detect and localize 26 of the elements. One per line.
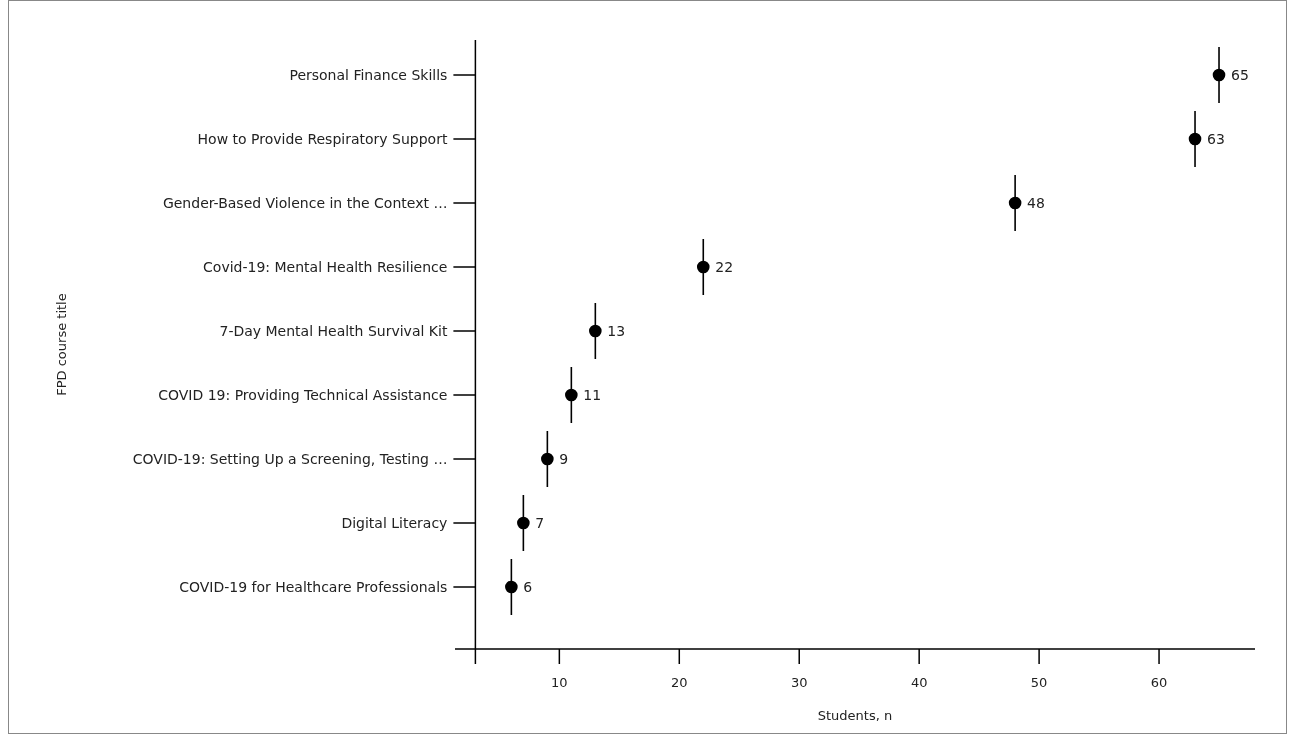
y-axis-title: FPD course title: [54, 293, 69, 396]
data-label: 48: [1027, 195, 1045, 211]
y-tick-label: Gender-Based Violence in the Context …: [162, 194, 448, 211]
data-label: 65: [1231, 67, 1249, 83]
y-tick-label: How to Provide Respiratory Support: [197, 130, 448, 147]
data-label: 9: [559, 451, 569, 467]
y-tick-label: COVID-19: Setting Up a Screening, Testing …: [132, 450, 448, 467]
y-tick-label: Covid-19: Mental Health Resilience: [203, 258, 448, 275]
y-tick-label: Personal Finance Skills: [289, 66, 448, 83]
data-label: 63: [1207, 131, 1225, 147]
y-tick-label: COVID-19 for Healthcare Professionals: [179, 578, 448, 595]
y-tick-label: Digital Literacy: [341, 514, 448, 531]
data-label: 7: [535, 515, 545, 531]
y-tick-label: 7-Day Mental Health Survival Kit: [219, 322, 448, 339]
x-tick-label: 30: [790, 675, 808, 690]
data-label: 11: [583, 387, 602, 403]
x-tick-label: 40: [910, 675, 928, 690]
y-tick-label: COVID 19: Providing Technical Assistance: [158, 386, 448, 403]
data-label: 13: [607, 323, 626, 339]
x-tick-label: 60: [1150, 675, 1168, 690]
x-tick-label: 10: [551, 675, 568, 690]
x-tick-label: 50: [1030, 675, 1048, 690]
data-label: 22: [715, 259, 734, 275]
x-tick-label: 20: [671, 675, 688, 690]
data-label: 6: [523, 579, 533, 595]
x-axis-title: Students, n: [817, 708, 893, 723]
